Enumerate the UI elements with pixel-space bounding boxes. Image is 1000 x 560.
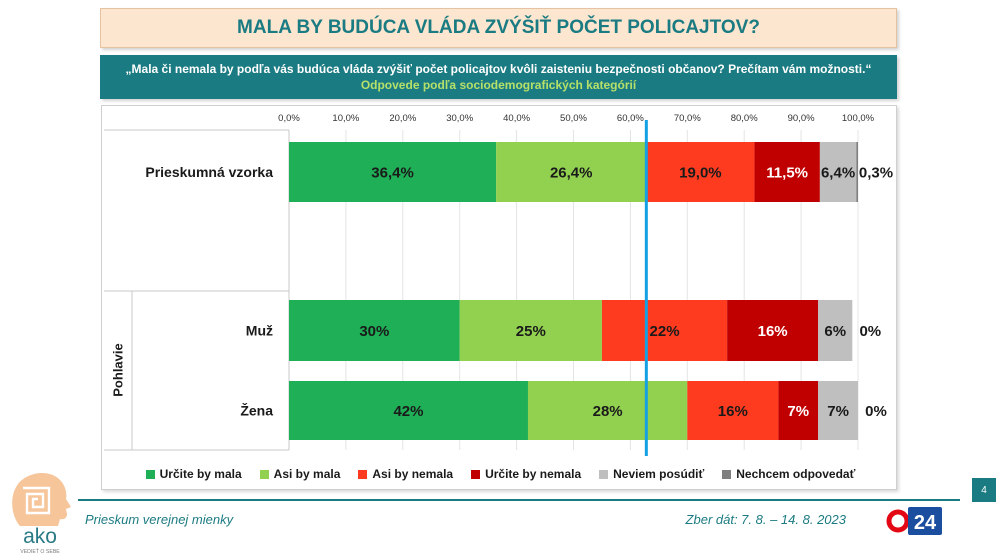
legend-swatch: [471, 470, 481, 479]
legend-swatch: [145, 470, 155, 479]
legend-label: Určite by nemala: [485, 467, 582, 481]
legend-item: Neviem posúdiť: [599, 467, 704, 482]
ako-wordmark: ako: [23, 525, 57, 548]
chart-frame: [101, 105, 897, 490]
logo-box: [908, 507, 942, 535]
legend-swatch: [722, 470, 732, 479]
survey-question: „Mala či nemala by podľa vás budúca vlád…: [125, 62, 872, 76]
legend-swatch: [599, 470, 609, 479]
legend-label: Nechcem odpovedať: [736, 467, 856, 481]
ako-logo: ako VEDIEŤ O SEBE: [12, 472, 71, 555]
page-number: 4: [972, 478, 996, 502]
legend-item: Určite by mala: [145, 467, 242, 482]
chart-legend: Určite by mala Asi by mala Asi by nemala…: [104, 467, 897, 482]
legend-swatch: [259, 470, 269, 479]
ako-tagline: VEDIEŤ O SEBE: [20, 547, 60, 555]
footer-collection-dates: Zber dát: 7. 8. – 14. 8. 2023: [685, 512, 846, 527]
red-ring-icon: [886, 509, 910, 533]
footer-survey-name: Prieskum verejnej mienky: [85, 512, 234, 527]
legend-item: Asi by mala: [259, 467, 341, 482]
legend-item: Nechcem odpovedať: [722, 467, 855, 482]
legend-label: Asi by nemala: [372, 467, 454, 481]
tv-24-logo: 24: [886, 507, 942, 535]
maze-icon: [23, 486, 51, 515]
title-banner: MALA BY BUDÚCA VLÁDA ZVÝŠIŤ POČET POLICA…: [100, 8, 897, 48]
legend-label: Určite by mala: [159, 467, 242, 481]
subtitle: Odpovede podľa sociodemografických kateg…: [360, 78, 637, 92]
head-profile-icon: [12, 472, 71, 526]
footer-divider: [78, 499, 960, 501]
page-title: MALA BY BUDÚCA VLÁDA ZVÝŠIŤ POČET POLICA…: [237, 17, 760, 38]
legend-swatch: [358, 470, 368, 479]
broadcaster-wordmark: 24: [914, 512, 937, 534]
legend-label: Asi by mala: [273, 467, 341, 481]
legend-item: Asi by nemala: [358, 467, 453, 482]
question-banner: „Mala či nemala by podľa vás budúca vlád…: [100, 55, 897, 99]
legend-label: Neviem posúdiť: [613, 467, 705, 481]
legend-item: Určite by nemala: [471, 467, 581, 482]
